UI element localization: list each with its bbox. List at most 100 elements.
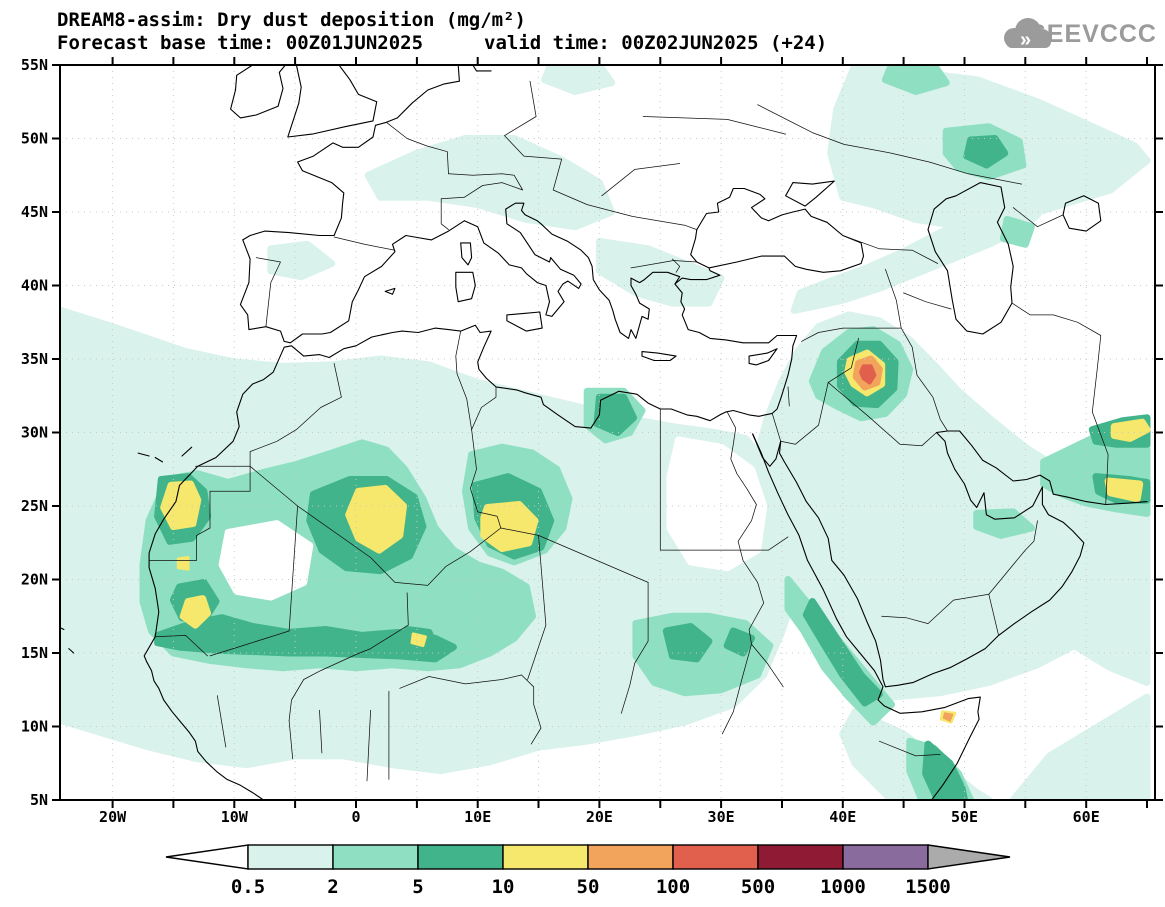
dust-contour-level-3 — [593, 393, 637, 436]
coastline — [927, 182, 1014, 335]
coastlines-and-borders — [60, 65, 1148, 800]
lon-tick-label: 50E — [951, 808, 978, 826]
coastline — [641, 351, 677, 362]
lat-tick-label: 30N — [21, 424, 48, 442]
dust-contour-fills — [60, 65, 1151, 800]
border-line — [988, 593, 999, 636]
dust-contour-level-4 — [410, 632, 427, 648]
border-line — [386, 121, 449, 175]
border-line — [885, 268, 902, 329]
border-line — [148, 465, 251, 561]
border-line — [757, 104, 1023, 185]
border-line — [288, 720, 294, 760]
colorbar-label: 10 — [492, 876, 515, 898]
coastline — [752, 433, 981, 800]
colorbar-label: 100 — [656, 876, 690, 898]
border-line — [881, 593, 990, 624]
border-line — [827, 382, 937, 447]
coastline — [68, 648, 75, 654]
lat-tick-label: 45N — [21, 203, 48, 221]
coastline — [181, 446, 193, 457]
lon-tick-label: 0 — [351, 808, 360, 826]
dust-contour-level-1 — [790, 199, 1041, 314]
coastline — [506, 311, 543, 332]
border-line — [521, 674, 542, 745]
border-line — [399, 674, 522, 689]
dust-contour-level-3 — [723, 627, 755, 657]
border-line — [527, 535, 547, 680]
coastline — [778, 430, 1148, 688]
colorbar-below-arrow — [165, 844, 249, 870]
coastline — [239, 220, 465, 344]
dust-contour-level-4 — [179, 595, 211, 629]
colorbar-label: 1000 — [820, 876, 866, 898]
lon-tick-label: 40E — [829, 808, 856, 826]
colorbar-label: 500 — [741, 876, 775, 898]
coastline — [748, 348, 778, 366]
dust-contour-level-3 — [922, 740, 968, 800]
dust-contour-level-2 — [999, 215, 1035, 248]
coastline — [1062, 195, 1102, 232]
border-line — [601, 163, 681, 197]
dust-contour-level-4 — [345, 484, 407, 554]
colorbar-segment — [502, 844, 589, 870]
dust-contour-level-4 — [1110, 418, 1151, 442]
border-line — [470, 429, 502, 529]
colorbar-segment — [587, 844, 674, 870]
border-line — [440, 198, 449, 230]
border-line — [721, 411, 765, 735]
dust-contour-level-6 — [859, 364, 877, 385]
border-line — [195, 363, 342, 467]
border-line — [366, 709, 371, 782]
border-line — [827, 338, 859, 383]
forecast-base-time: Forecast base time: 00Z01JUN2025 — [57, 32, 423, 54]
border-line — [216, 695, 227, 748]
coastline — [154, 456, 164, 463]
border-line — [620, 582, 649, 714]
lon-tick-label: 10E — [464, 808, 491, 826]
coastline — [455, 271, 476, 303]
coastline — [785, 180, 835, 207]
border-line — [642, 116, 786, 135]
lat-axis-labels: 55N 50N 45N 40N 35N 30N 25N 20N 15N 10N 5N — [21, 56, 48, 809]
border-line — [333, 236, 396, 251]
lat-tick-label: 55N — [21, 56, 48, 74]
lat-tick-label: 20N — [21, 571, 48, 589]
dust-contour-level-4 — [1104, 477, 1144, 503]
border-line — [780, 382, 829, 445]
border-line — [455, 330, 472, 430]
lon-axis-labels: 20W 10W 0 10E 20E 30E 40E 50E 60E — [99, 808, 1100, 826]
coastline — [242, 65, 460, 241]
border-line — [659, 536, 789, 551]
colorbar-label: 1500 — [905, 876, 951, 898]
axis-ticks — [52, 57, 1163, 808]
border-line — [672, 258, 681, 273]
border-line — [988, 520, 1038, 595]
coastline — [472, 65, 492, 72]
coastline — [143, 283, 798, 800]
page-title: DREAM8-assim: Dry dust deposition (mg/m²… — [57, 9, 526, 31]
dust-contour-level-1 — [541, 65, 616, 95]
lon-tick-label: 60E — [1073, 808, 1100, 826]
border-line — [319, 709, 323, 754]
lon-tick-label: 10W — [221, 808, 249, 826]
dust-contour-hole — [218, 520, 314, 601]
coastline — [384, 287, 396, 295]
dust-contour-level-2 — [973, 508, 1035, 539]
dust-contour-level-1 — [1009, 693, 1151, 800]
border-line — [471, 386, 497, 430]
logo-text: SEEVCCC — [1029, 20, 1157, 48]
border-line — [842, 235, 939, 264]
dust-contour-level-1 — [267, 240, 336, 281]
lon-tick-label: 30E — [708, 808, 735, 826]
border-line — [878, 740, 941, 757]
dust-contour-level-3 — [802, 598, 883, 707]
lat-tick-label: 15N — [21, 644, 48, 662]
coastline — [287, 65, 378, 138]
dust-contour-level-2 — [881, 65, 950, 95]
lon-tick-label: 20E — [586, 808, 613, 826]
cloud-icon: » — [1004, 18, 1051, 51]
coastline — [463, 202, 721, 339]
dust-contour-level-5 — [942, 712, 954, 722]
